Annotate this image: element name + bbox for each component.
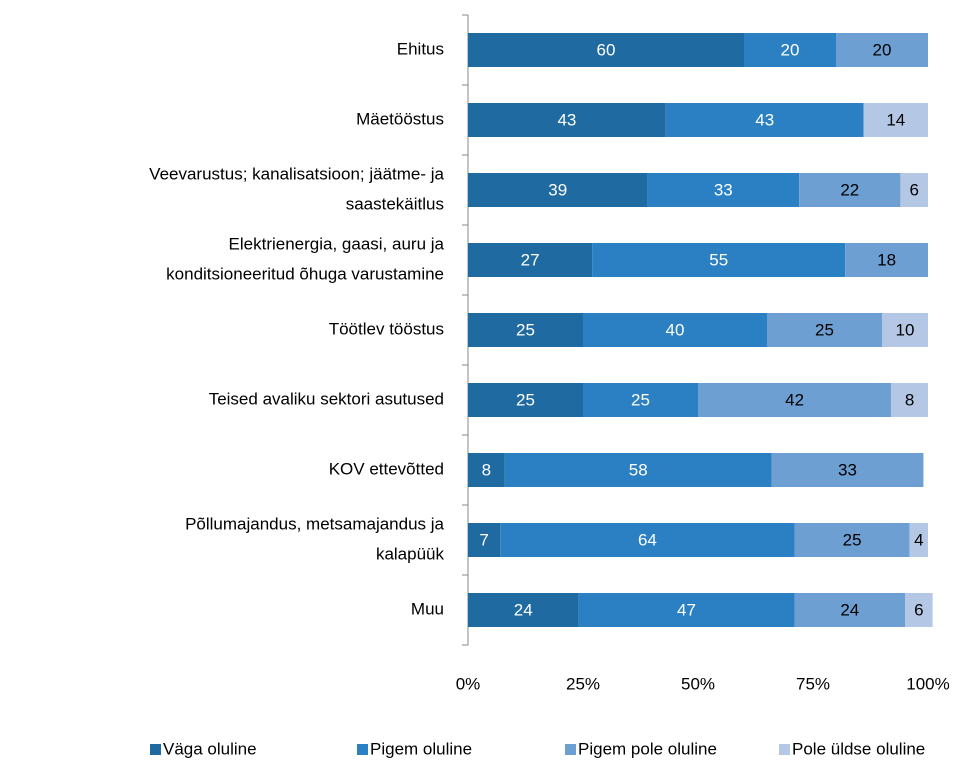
value-label: 47 xyxy=(677,600,696,619)
bar-segment xyxy=(468,103,666,137)
value-label: 24 xyxy=(514,600,533,619)
bar-segment xyxy=(468,453,505,487)
value-label: 6 xyxy=(914,600,923,619)
bar-segment xyxy=(900,173,928,207)
value-label: 25 xyxy=(843,530,862,549)
x-tick-label: 75% xyxy=(796,674,830,693)
bar-segment xyxy=(698,383,892,417)
bar-segment xyxy=(583,313,767,347)
value-label: 39 xyxy=(548,180,567,199)
bar-segment xyxy=(882,313,928,347)
bar-segment xyxy=(468,173,648,207)
value-label: 6 xyxy=(909,180,918,199)
legend-label: Pole üldse oluline xyxy=(792,739,925,758)
y-tick-label: Veevarustus; kanalisatsioon; jäätme- ja xyxy=(149,164,444,183)
x-tick-label: 50% xyxy=(681,674,715,693)
legend-swatch xyxy=(565,744,576,755)
value-label: 18 xyxy=(877,250,896,269)
value-label: 43 xyxy=(755,110,774,129)
value-label: 25 xyxy=(631,390,650,409)
legend-label: Pigem oluline xyxy=(370,739,472,758)
value-label: 40 xyxy=(666,320,685,339)
bar-segment xyxy=(794,593,905,627)
value-label: 64 xyxy=(638,530,657,549)
y-tick-label: saastekäitlus xyxy=(346,194,444,213)
bar-segment xyxy=(468,523,501,557)
bar-segment xyxy=(744,33,836,67)
bar-segment xyxy=(863,103,928,137)
value-label: 22 xyxy=(840,180,859,199)
bar-segment xyxy=(665,103,864,137)
bar-segment xyxy=(909,523,928,557)
bar-segment xyxy=(592,243,846,277)
bar-segment xyxy=(771,453,924,487)
bar-segment xyxy=(468,313,583,347)
value-label: 33 xyxy=(714,180,733,199)
y-tick-label: Põllumajandus, metsamajandus ja xyxy=(185,514,444,533)
value-label: 27 xyxy=(521,250,540,269)
legend-swatch xyxy=(150,744,161,755)
value-label: 58 xyxy=(629,460,648,479)
value-label: 10 xyxy=(896,320,915,339)
bar-segment xyxy=(578,593,795,627)
y-tick-label: kalapüük xyxy=(376,544,445,563)
bar-segment xyxy=(794,523,910,557)
bar-segment xyxy=(468,33,744,67)
value-label: 14 xyxy=(886,110,905,129)
x-tick-label: 25% xyxy=(566,674,600,693)
legend-label: Väga oluline xyxy=(163,739,257,758)
bar-segment xyxy=(468,243,593,277)
value-label: 60 xyxy=(597,40,616,59)
value-label: 4 xyxy=(914,530,923,549)
value-label: 8 xyxy=(905,390,914,409)
bar-segment xyxy=(468,593,579,627)
bar-segment xyxy=(468,383,583,417)
value-label: 25 xyxy=(815,320,834,339)
value-label: 7 xyxy=(479,530,488,549)
y-tick-label: konditsioneeritud õhuga varustamine xyxy=(166,264,444,283)
bar-segment xyxy=(836,33,928,67)
value-label: 43 xyxy=(557,110,576,129)
value-label: 8 xyxy=(482,460,491,479)
value-label: 33 xyxy=(838,460,857,479)
bar-segment xyxy=(647,173,800,207)
y-tick-label: Elektrienergia, gaasi, auru ja xyxy=(229,234,445,253)
bar-segment xyxy=(583,383,698,417)
y-tick-label: Töötlev tööstus xyxy=(329,319,444,338)
legend-label: Pigem pole oluline xyxy=(578,739,717,758)
y-tick-label: Teised avaliku sektori asutused xyxy=(209,389,444,408)
legend-swatch xyxy=(357,744,368,755)
value-label: 25 xyxy=(516,320,535,339)
bar-segment xyxy=(799,173,901,207)
y-tick-label: Ehitus xyxy=(397,39,444,58)
value-label: 55 xyxy=(709,250,728,269)
value-label: 20 xyxy=(873,40,892,59)
bar-segment xyxy=(504,453,772,487)
y-tick-label: Mäetööstus xyxy=(356,109,444,128)
bar-segment xyxy=(905,593,933,627)
bar-segment xyxy=(891,383,928,417)
bar-segment xyxy=(767,313,882,347)
y-tick-label: Muu xyxy=(411,599,444,618)
value-label: 42 xyxy=(785,390,804,409)
x-tick-label: 100% xyxy=(906,674,949,693)
y-tick-label: KOV ettevõtted xyxy=(329,459,444,478)
bar-segment xyxy=(845,243,928,277)
value-label: 24 xyxy=(840,600,859,619)
value-label: 20 xyxy=(781,40,800,59)
bar-segment xyxy=(500,523,795,557)
x-tick-label: 0% xyxy=(456,674,481,693)
legend-swatch xyxy=(779,744,790,755)
value-label: 25 xyxy=(516,390,535,409)
